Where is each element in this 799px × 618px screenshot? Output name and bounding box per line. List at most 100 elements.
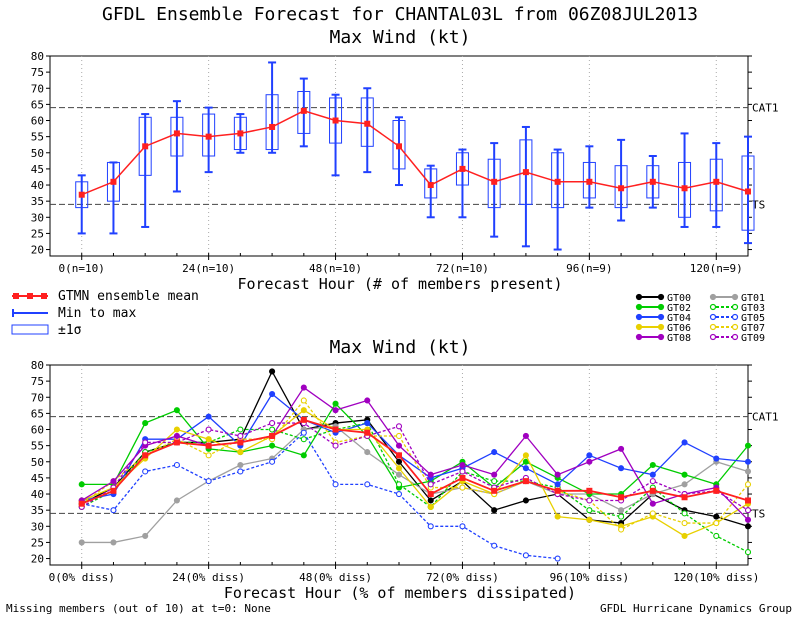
series-point-gtmn — [459, 474, 466, 481]
legend-marker — [731, 303, 739, 311]
series-point-gt06 — [205, 436, 212, 443]
series-point-gt05 — [110, 507, 117, 514]
mean-point — [396, 143, 402, 150]
mean-point — [745, 188, 751, 195]
series-point-gtmn — [681, 494, 688, 501]
legend-marker — [731, 333, 739, 341]
series-point-gt05 — [364, 481, 371, 488]
series-point-gtmn — [491, 487, 498, 494]
series-point-gtmn — [364, 429, 371, 436]
x-tick-label: 72(0% diss) — [426, 571, 499, 584]
series-point-gt06 — [427, 503, 434, 510]
series-point-gt04 — [713, 455, 720, 462]
y-tick-label: 40 — [31, 179, 44, 192]
series-point-gtmn — [205, 442, 212, 449]
y-tick-label: 25 — [31, 227, 44, 240]
series-point-gt09 — [744, 507, 752, 514]
series-point-gt06 — [586, 516, 593, 523]
series-point-gt04 — [618, 465, 625, 472]
bottom-x-axis-label: Forecast Hour (% of members dissipated) — [224, 584, 576, 602]
series-point-gt02 — [681, 471, 688, 478]
summary-legend: GTMN ensemble mean Min to max ±1σ — [11, 289, 199, 338]
legend-marker — [657, 333, 665, 341]
y-tick-label: 60 — [31, 424, 44, 437]
series-point-gt01 — [364, 449, 371, 456]
series-point-gt08 — [554, 471, 561, 478]
mean-point — [459, 165, 466, 172]
series-point-gt01 — [744, 468, 752, 475]
series-point-gt00 — [744, 523, 752, 530]
legend-marker — [731, 313, 739, 321]
series-point-gt03 — [395, 481, 403, 488]
series-point-gt06 — [237, 449, 244, 456]
y-tick-label: 35 — [31, 195, 44, 208]
series-point-gt03 — [269, 426, 276, 433]
mean-point — [205, 133, 212, 140]
series-point-gt09 — [395, 423, 403, 430]
bottom-chart-title: Max Wind (kt) — [330, 337, 471, 358]
legend-marker — [635, 323, 643, 331]
series-point-gt03 — [681, 510, 688, 517]
series-point-gtmn — [649, 487, 656, 494]
legend-member-label: GT02 — [667, 303, 691, 314]
series-point-gt03 — [744, 549, 752, 556]
series-point-gtmn — [332, 426, 339, 433]
y-tick-label: 50 — [31, 456, 44, 469]
legend-range-label: Min to max — [58, 306, 136, 321]
legend-member-label: GT01 — [741, 293, 765, 304]
series-line-gt05 — [81, 431, 558, 560]
legend-member-label: GT07 — [741, 323, 765, 334]
reference-label-ts: TS — [752, 507, 765, 520]
series-point-gt05 — [427, 523, 434, 530]
series-point-gt04 — [205, 413, 212, 420]
top-y-axis: 20 25 30 35 40 45 50 55 60 65 70 75 80 — [31, 50, 752, 257]
series-point-gtmn — [300, 416, 307, 423]
y-tick-label: 55 — [31, 131, 44, 144]
mean-point — [713, 178, 720, 185]
x-tick-label: 48(0% diss) — [299, 571, 372, 584]
series-point-gt04 — [554, 481, 561, 488]
legend-marker — [709, 303, 717, 311]
y-tick-label: 70 — [31, 82, 44, 95]
series-point-gtmn — [713, 487, 720, 494]
figure-title: GFDL Ensemble Forecast for CHANTAL03L fr… — [102, 4, 698, 25]
series-point-gt07 — [300, 397, 307, 404]
mean-point — [364, 120, 371, 127]
x-tick-label: 0(0% diss) — [49, 571, 115, 584]
series-point-gt03 — [618, 513, 625, 520]
bottom-x-axis: 0(0% diss) 24(0% diss) 48(0% diss) 72(0% di… — [49, 562, 759, 584]
y-tick-label: 40 — [31, 488, 44, 501]
series-line-gtmn — [81, 418, 749, 505]
series-point-gt01 — [78, 539, 85, 546]
series-point-gt03 — [237, 426, 244, 433]
bottom-plot-frame — [49, 364, 749, 566]
series-point-gt08 — [300, 384, 307, 391]
x-tick-label: 96(10% diss) — [550, 571, 629, 584]
legend-mean-marker — [27, 293, 33, 299]
series-point-gtmn — [586, 487, 593, 494]
mean-point — [427, 182, 434, 189]
series-point-gtmn — [110, 487, 117, 494]
legend-sigma-label: ±1σ — [58, 323, 82, 338]
legend-member-label: GT04 — [667, 313, 691, 324]
series-point-gt09 — [427, 481, 434, 488]
series-point-gt05 — [142, 468, 149, 475]
mean-point — [618, 185, 625, 192]
mean-point — [491, 178, 498, 185]
series-point-gt01 — [618, 507, 625, 514]
series-point-gt05 — [173, 461, 180, 469]
series-point-gtmn — [745, 497, 751, 504]
mean-point — [332, 117, 339, 124]
series-line-gt04 — [81, 393, 749, 502]
y-tick-label: 55 — [31, 440, 44, 453]
series-point-gt04 — [269, 390, 276, 398]
legend-mean-marker — [13, 293, 19, 299]
top-box-chart: CAT1 TS 20 25 30 35 40 45 50 55 60 65 70 75 80 0(n=10… — [31, 50, 779, 293]
series-point-gt02 — [142, 420, 149, 427]
series-point-gt07 — [744, 481, 752, 488]
series-point-gt06 — [173, 426, 180, 433]
legend-mean-marker — [41, 293, 47, 299]
mean-point — [142, 143, 149, 150]
series-point-gt00 — [713, 513, 720, 520]
